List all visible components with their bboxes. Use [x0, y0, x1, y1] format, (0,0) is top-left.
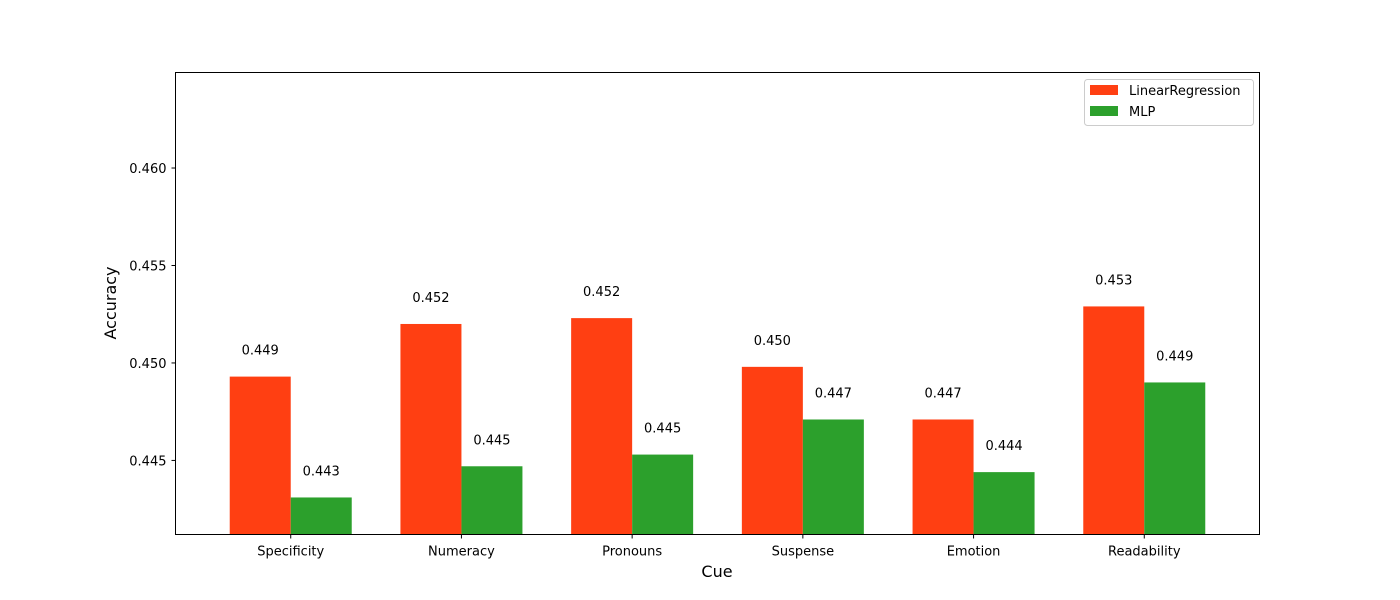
data-label-linearregression-suspense: 0.450	[754, 334, 791, 349]
legend-swatch-mlp	[1090, 106, 1118, 116]
y-tick-label-2: 0.455	[129, 259, 166, 274]
legend-label-linearregression: LinearRegression	[1129, 84, 1241, 99]
data-label-mlp-emotion: 0.444	[985, 439, 1022, 454]
data-label-linearregression-readability: 0.453	[1095, 273, 1132, 288]
y-tick-label-3: 0.460	[129, 162, 166, 177]
data-label-linearregression-specificity: 0.449	[242, 344, 279, 359]
y-tick-label-1: 0.450	[129, 357, 166, 372]
data-label-mlp-pronouns: 0.445	[644, 422, 681, 437]
x-axis: Specificity Numeracy Pronouns Suspense Emoti…	[257, 534, 1181, 560]
bar-linearregression-specificity	[229, 376, 291, 535]
data-label-linearregression-numeracy: 0.452	[412, 291, 449, 306]
legend-box	[1084, 79, 1254, 126]
legend: LinearRegression MLP	[1084, 79, 1254, 126]
x-axis-title: Cue	[701, 562, 732, 581]
bar-linearregression-numeracy	[400, 323, 462, 535]
data-label-linearregression-pronouns: 0.452	[583, 285, 620, 300]
y-axis: 0.445 0.450 0.455 0.460	[129, 162, 176, 469]
legend-label-mlp: MLP	[1129, 105, 1155, 120]
bar-mlp-suspense	[802, 419, 864, 535]
bar-mlp-readability	[1144, 382, 1206, 535]
x-tick-label-specificity: Specificity	[257, 545, 324, 560]
data-label-mlp-readability: 0.449	[1156, 349, 1193, 364]
bar-linearregression-suspense	[741, 366, 803, 535]
bar-mlp-emotion	[973, 472, 1035, 535]
data-label-mlp-numeracy: 0.445	[473, 433, 510, 448]
x-tick-label-emotion: Emotion	[947, 545, 1001, 560]
bar-linearregression-pronouns	[571, 318, 633, 535]
bar-linearregression-emotion	[912, 419, 974, 535]
bar-mlp-numeracy	[461, 466, 523, 535]
data-labels-layer: 0.449 0.443 0.452 0.445 0.452 0.445 0.450 0.447…	[242, 273, 1194, 479]
bar-mlp-pronouns	[632, 454, 694, 535]
x-tick-label-pronouns: Pronouns	[602, 545, 662, 560]
x-tick-label-readability: Readability	[1108, 545, 1181, 560]
bars-layer	[229, 306, 1206, 535]
data-label-linearregression-emotion: 0.447	[924, 386, 961, 401]
y-tick-label-0: 0.445	[129, 454, 166, 469]
y-axis-title: Accuracy	[101, 266, 120, 339]
bar-mlp-specificity	[290, 497, 352, 535]
bar-linearregression-readability	[1083, 306, 1145, 535]
data-label-mlp-suspense: 0.447	[815, 386, 852, 401]
data-label-mlp-specificity: 0.443	[303, 464, 340, 479]
legend-swatch-linearregression	[1090, 85, 1118, 95]
x-tick-label-numeracy: Numeracy	[428, 545, 495, 560]
plot-frame	[175, 72, 1260, 535]
x-tick-label-suspense: Suspense	[772, 545, 835, 560]
